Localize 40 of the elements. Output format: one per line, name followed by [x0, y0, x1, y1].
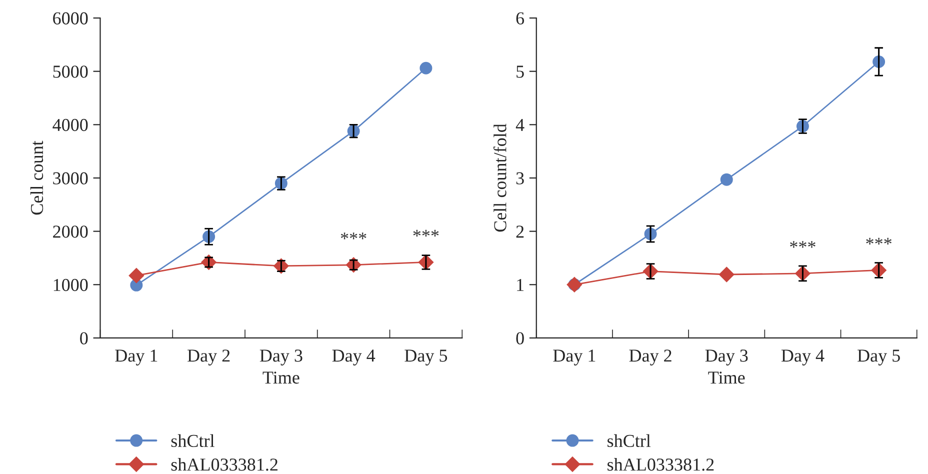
x-tick-label: Day 3 — [705, 350, 748, 366]
x-tick-label: Day 3 — [260, 350, 302, 366]
y-tick-label: 4000 — [52, 118, 88, 132]
legend-label: shAL033381.2 — [608, 458, 714, 471]
point — [128, 268, 144, 284]
point — [720, 173, 733, 186]
legend-label: shCtrl — [608, 434, 651, 448]
annotation: *** — [790, 241, 816, 248]
point — [719, 266, 734, 282]
x-tick-label: Day 4 — [332, 350, 376, 366]
x-tick-label: Day 5 — [404, 350, 448, 366]
point — [420, 62, 432, 74]
y-axis-title: Cell count/fold — [493, 124, 506, 232]
annotation: *** — [340, 232, 366, 240]
y-tick-label: 4 — [516, 119, 524, 131]
x-axis-title: Time — [262, 372, 300, 384]
y-tick-label: 0 — [80, 332, 88, 344]
x-tick-label: Day 2 — [629, 350, 672, 366]
x-tick-label: Day 2 — [188, 350, 230, 366]
y-tick-label: 2000 — [53, 226, 88, 238]
y-tick-label: 1 — [517, 278, 524, 291]
x-tick-label: Day 1 — [115, 350, 158, 366]
y-tick-label: 1000 — [54, 278, 88, 292]
annotation: *** — [866, 238, 892, 245]
y-tick-label: 0 — [516, 332, 524, 344]
legend-label: shAL033381.2 — [171, 458, 278, 471]
y-tick-label: 6000 — [53, 12, 88, 24]
y-axis-title: Cell count — [30, 140, 44, 215]
x-axis-title: Time — [708, 372, 745, 384]
x-tick-label: Day 1 — [553, 350, 596, 366]
y-tick-label: 6 — [516, 12, 524, 24]
y-tick-label: 2 — [516, 226, 524, 238]
annotation: *** — [413, 230, 439, 237]
y-tick-label: 5 — [516, 66, 524, 78]
y-tick-label: 5000 — [53, 66, 88, 78]
y-tick-label: 3000 — [53, 172, 88, 184]
y-tick-label: 3 — [516, 172, 524, 184]
legend-label: shCtrl — [171, 434, 214, 448]
x-tick-label: Day 5 — [858, 350, 900, 366]
x-tick-label: Day 4 — [781, 350, 824, 366]
